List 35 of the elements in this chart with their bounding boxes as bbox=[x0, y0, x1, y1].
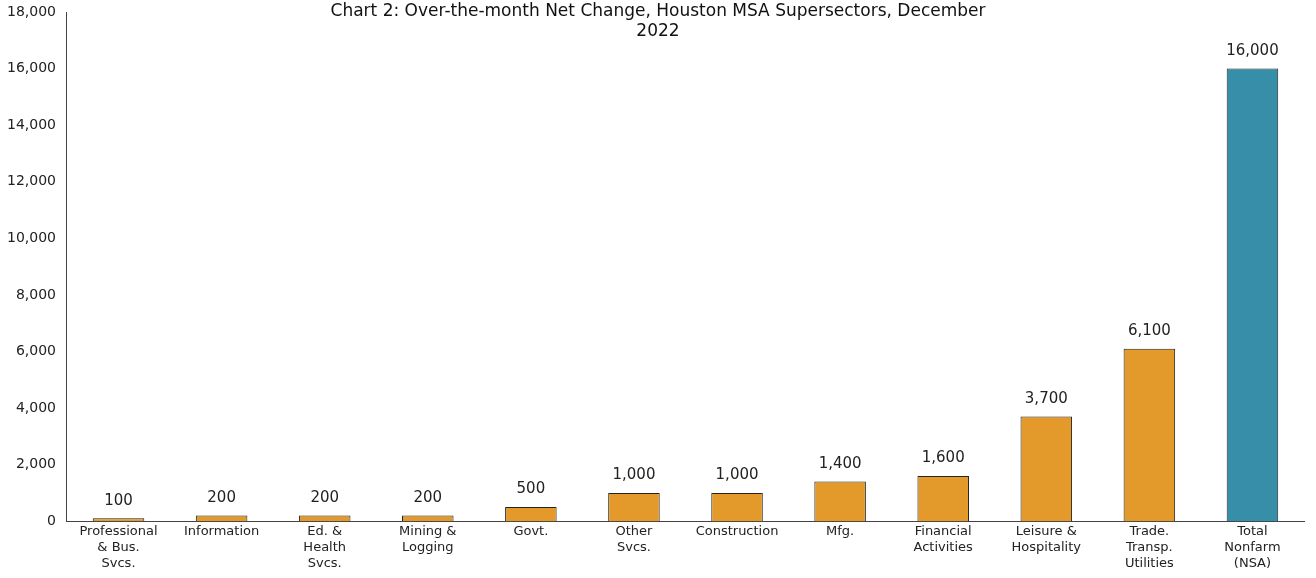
data-label: 3,700 bbox=[1024, 388, 1068, 407]
x-tick-label: Mining & Logging bbox=[399, 523, 457, 554]
x-tick-label: Construction bbox=[695, 523, 779, 539]
data-label: 1,600 bbox=[921, 448, 965, 467]
data-label: 1,000 bbox=[612, 465, 656, 484]
x-tick-label: Trade. Transp. Utilities bbox=[1124, 523, 1175, 570]
x-tick-label: Leisure & Hospitality bbox=[1011, 523, 1082, 554]
y-tick-label: 12,000 bbox=[6, 172, 56, 189]
data-label: 16,000 bbox=[1226, 40, 1279, 59]
y-tick-label: 14,000 bbox=[6, 115, 56, 132]
chart-title: Chart 2: Over-the-month Net Change, Houston MSA Supersectors, December 2022 bbox=[329, 0, 987, 40]
x-tick-label: Professional & Bus. Svcs. bbox=[79, 523, 158, 570]
y-tick-label: 0 bbox=[47, 511, 56, 528]
y-tick-label: 10,000 bbox=[6, 228, 56, 245]
x-tick-label: Govt. bbox=[513, 523, 549, 539]
x-tick-label: Information bbox=[183, 523, 260, 539]
data-label: 1,000 bbox=[715, 465, 759, 484]
data-label: 6,100 bbox=[1127, 321, 1171, 340]
y-tick-label: 6,000 bbox=[15, 342, 56, 359]
data-label: 1,400 bbox=[818, 453, 862, 472]
x-tick-label: Total Nonfarm (NSA) bbox=[1224, 523, 1281, 570]
x-tick-label: Other Svcs. bbox=[615, 523, 654, 554]
y-tick-label: 2,000 bbox=[15, 455, 56, 472]
data-label: 200 bbox=[413, 487, 443, 506]
x-tick-label: Ed. & Health Svcs. bbox=[303, 523, 347, 570]
y-tick-label: 8,000 bbox=[15, 285, 56, 302]
y-tick-label: 18,000 bbox=[6, 2, 56, 19]
x-tick-label: Financial Activities bbox=[913, 523, 974, 554]
x-tick-label: Mfg. bbox=[826, 523, 855, 539]
y-tick-label: 4,000 bbox=[15, 398, 56, 415]
y-tick-label: 16,000 bbox=[6, 59, 56, 76]
data-label: 500 bbox=[516, 479, 546, 498]
data-label: 200 bbox=[207, 487, 236, 506]
data-label: 200 bbox=[310, 487, 340, 506]
data-label: 100 bbox=[104, 490, 133, 509]
